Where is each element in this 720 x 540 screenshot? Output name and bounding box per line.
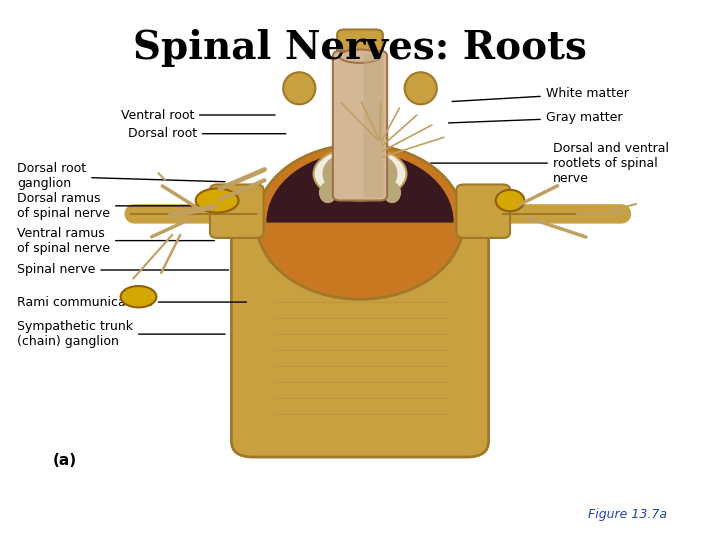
Ellipse shape <box>323 155 361 192</box>
Ellipse shape <box>196 188 238 213</box>
Ellipse shape <box>121 286 156 307</box>
Ellipse shape <box>314 147 406 200</box>
Text: Ventral ramus
of spinal nerve: Ventral ramus of spinal nerve <box>17 227 215 254</box>
Text: Dorsal root
ganglion: Dorsal root ganglion <box>17 163 225 191</box>
FancyBboxPatch shape <box>456 185 510 238</box>
Text: Sympathetic trunk
(chain) ganglion: Sympathetic trunk (chain) ganglion <box>17 320 225 348</box>
Text: Rami communicantes: Rami communicantes <box>17 295 246 308</box>
FancyBboxPatch shape <box>231 222 489 457</box>
Ellipse shape <box>283 72 315 104</box>
Wedge shape <box>267 152 453 222</box>
Ellipse shape <box>359 155 397 192</box>
Text: Dorsal ramus
of spinal nerve: Dorsal ramus of spinal nerve <box>17 192 225 220</box>
Ellipse shape <box>383 182 401 203</box>
Ellipse shape <box>339 50 381 63</box>
Circle shape <box>256 144 464 299</box>
Text: Dorsal root: Dorsal root <box>128 127 286 140</box>
FancyBboxPatch shape <box>210 185 264 238</box>
Text: Figure 13.7a: Figure 13.7a <box>588 508 667 521</box>
Text: Spinal nerve: Spinal nerve <box>17 264 229 276</box>
FancyBboxPatch shape <box>337 30 383 72</box>
Ellipse shape <box>346 155 374 192</box>
Ellipse shape <box>405 72 437 104</box>
Text: Gray matter: Gray matter <box>449 111 622 124</box>
FancyBboxPatch shape <box>333 51 387 200</box>
Text: Dorsal and ventral
rootlets of spinal
nerve: Dorsal and ventral rootlets of spinal ne… <box>431 141 669 185</box>
FancyBboxPatch shape <box>364 53 384 198</box>
Text: Ventral root: Ventral root <box>121 109 275 122</box>
Ellipse shape <box>319 182 337 203</box>
Ellipse shape <box>496 190 524 211</box>
Text: Spinal Nerves: Roots: Spinal Nerves: Roots <box>133 30 587 68</box>
Text: White matter: White matter <box>452 87 629 102</box>
Text: (a): (a) <box>53 453 77 468</box>
